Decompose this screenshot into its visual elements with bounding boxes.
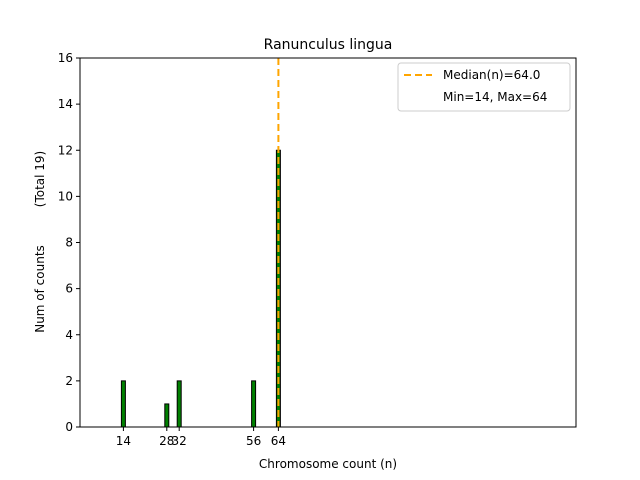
x-tick-label-28: 28 xyxy=(159,434,174,448)
y-tick-label-10: 10 xyxy=(58,189,73,203)
bars-layer xyxy=(80,149,297,428)
x-tick-label-64: 64 xyxy=(271,434,286,448)
x-axis-label: Chromosome count (n) xyxy=(259,457,397,471)
y-tick-label-14: 14 xyxy=(58,97,73,111)
y-axis: 0 2 4 6 8 10 12 14 16 xyxy=(58,51,80,434)
y-axis-label: Num of counts xyxy=(33,245,47,333)
legend: Median(n)=64.0 Min=14, Max=64 xyxy=(397,62,571,112)
chart-title: Ranunculus lingua xyxy=(264,37,393,53)
y-tick-label-12: 12 xyxy=(58,143,73,157)
bar-n-28 xyxy=(164,403,170,428)
y-tick-label-6: 6 xyxy=(65,282,73,296)
y-tick-label-2: 2 xyxy=(65,374,73,388)
y-tick-label-16: 16 xyxy=(58,51,73,65)
legend-median-label: Median(n)=64.0 xyxy=(443,68,540,82)
bar-n-32 xyxy=(176,380,182,428)
x-tick-label-14: 14 xyxy=(116,434,131,448)
legend-minmax-label: Min=14, Max=64 xyxy=(443,90,547,104)
y-tick-label-8: 8 xyxy=(65,236,73,250)
x-tick-label-56: 56 xyxy=(246,434,261,448)
bar-n-56 xyxy=(251,380,257,428)
y-tick-label-4: 4 xyxy=(65,328,73,342)
bar-n-14 xyxy=(120,380,126,428)
plot-frame xyxy=(79,57,577,428)
y-tick-label-0: 0 xyxy=(65,420,73,434)
x-tick-label-32: 32 xyxy=(172,434,187,448)
y-axis-total-label: (Total 19) xyxy=(33,151,47,207)
legend-box xyxy=(397,62,571,112)
